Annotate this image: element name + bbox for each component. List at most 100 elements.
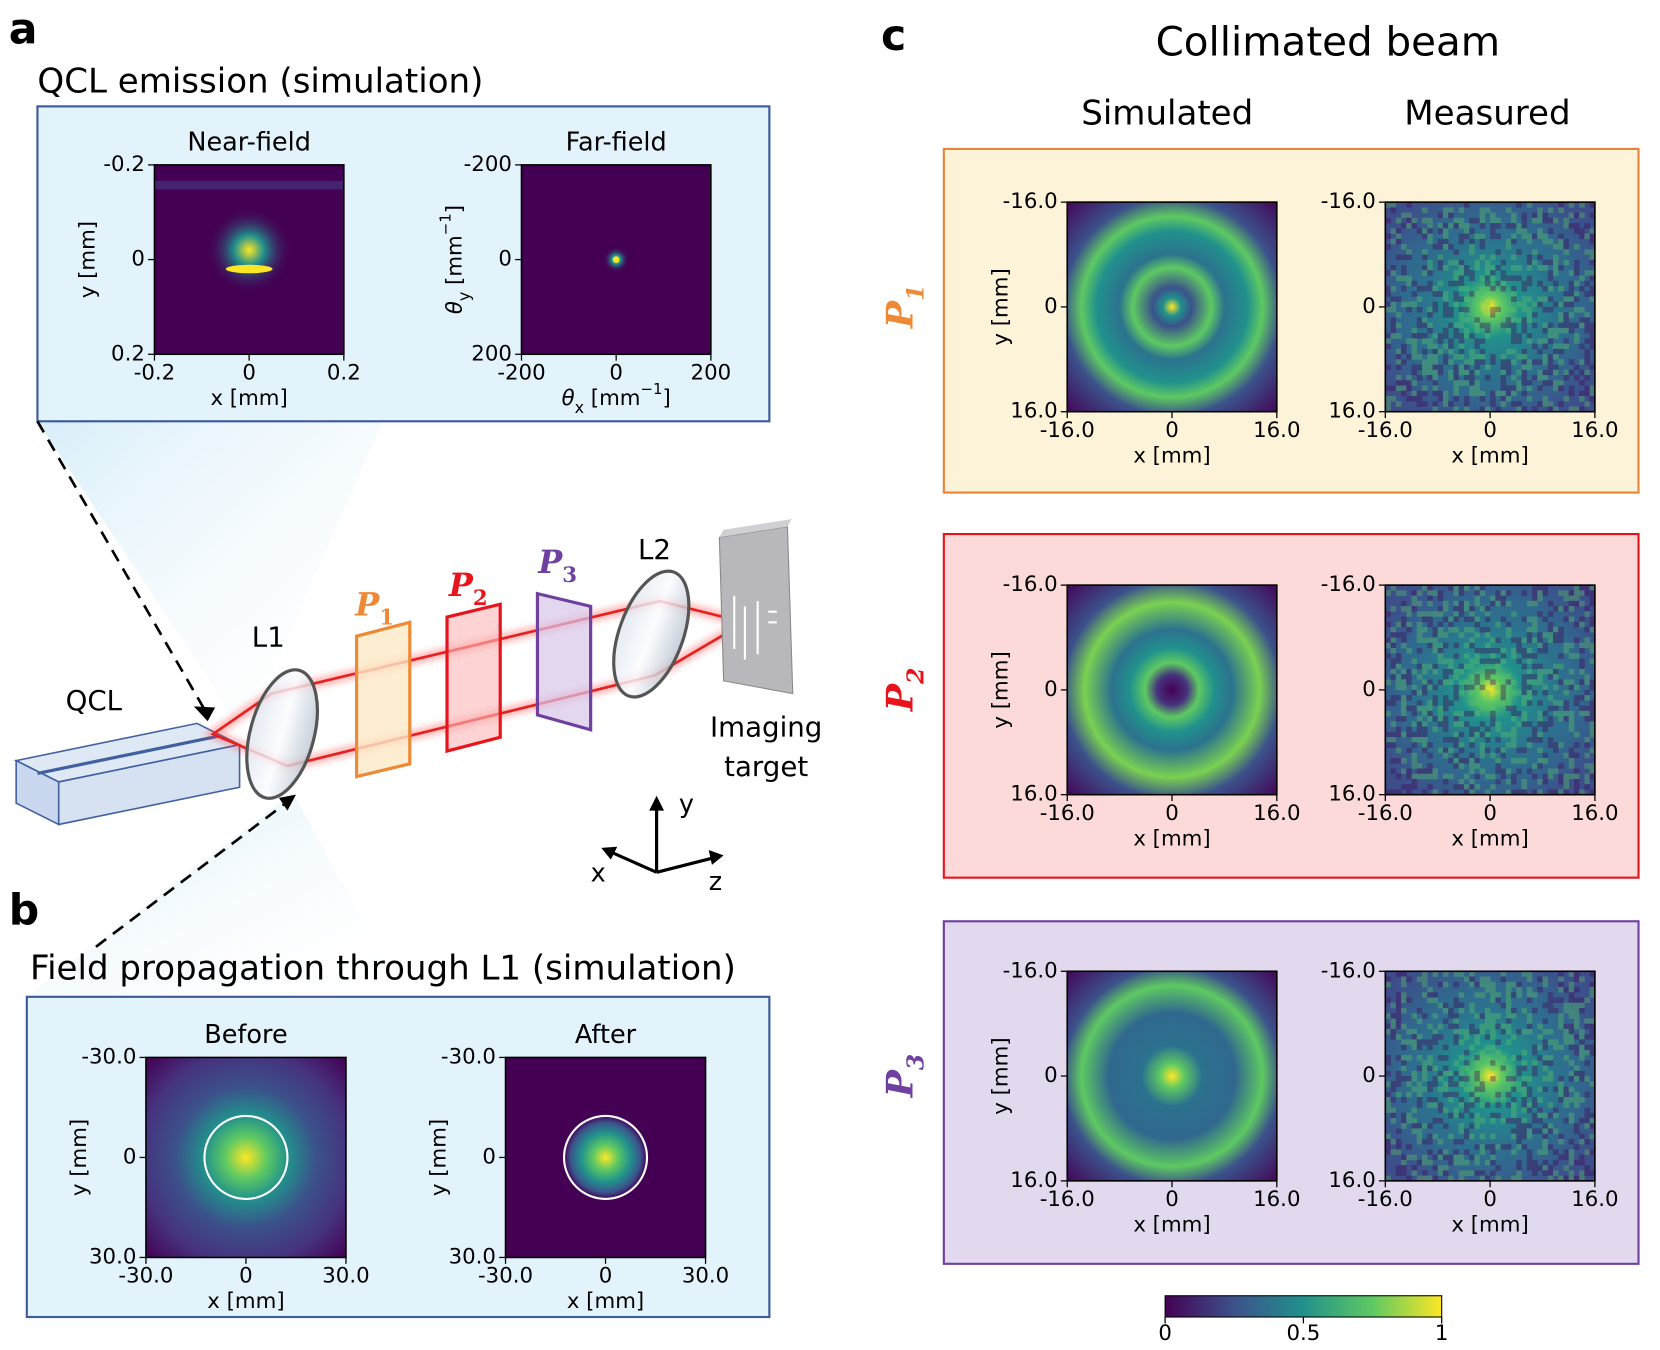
pixel (1516, 385, 1522, 392)
pixel (1584, 784, 1590, 790)
pixel (1505, 689, 1512, 696)
pixel (1432, 244, 1439, 250)
pixel (1537, 763, 1543, 769)
pixel (1401, 710, 1407, 717)
pixel (1563, 700, 1570, 706)
pixel (1537, 296, 1543, 302)
row-label: P1 (878, 285, 929, 329)
pixel (1484, 647, 1491, 654)
pixel (1469, 1123, 1475, 1129)
pixel (1552, 1086, 1559, 1093)
pixel (1432, 1175, 1439, 1182)
text-part: P (878, 299, 921, 329)
pixel (1547, 1102, 1554, 1108)
pixel (1526, 616, 1533, 623)
pixel (1490, 233, 1496, 240)
heatmap-spot (564, 1115, 648, 1199)
pixel (1490, 653, 1496, 659)
pixel (1395, 773, 1402, 780)
label-l1: L1 (252, 620, 285, 653)
pixel (1573, 1128, 1580, 1135)
pixel (1395, 1070, 1402, 1077)
pixel (1542, 1060, 1549, 1066)
pixel (1589, 658, 1596, 665)
pixel (1453, 395, 1459, 402)
pixel (1521, 1097, 1528, 1103)
pixel (1573, 1034, 1580, 1040)
pixel (1463, 333, 1470, 339)
pixel (1542, 1055, 1549, 1061)
pixel (1542, 354, 1549, 360)
pixel (1437, 1055, 1444, 1061)
y-tick-label: -200 (464, 152, 512, 177)
y-tick-label: 0 (131, 247, 145, 272)
pixel (1511, 238, 1517, 245)
pixel (1584, 752, 1590, 759)
pixel (1395, 590, 1402, 596)
pixel (1395, 238, 1402, 245)
pixel (1401, 992, 1407, 998)
pixel (1589, 763, 1596, 769)
pixel (1401, 270, 1407, 276)
x-axis-label: x [mm] (1451, 443, 1528, 468)
pixel (1537, 585, 1543, 591)
pixel (1521, 306, 1528, 313)
pixel (1484, 270, 1491, 276)
pixel (1474, 621, 1480, 628)
pixel (1406, 695, 1412, 701)
pixel (1416, 1034, 1423, 1040)
pixel (1432, 354, 1439, 360)
pixel (1495, 674, 1501, 680)
pixel (1442, 1154, 1449, 1161)
pixel (1484, 726, 1491, 733)
pixel (1500, 280, 1507, 287)
pixel (1401, 1154, 1407, 1161)
pixel (1421, 1070, 1428, 1077)
pixel (1537, 1055, 1543, 1061)
pixel (1505, 1117, 1512, 1124)
y-tick-label: 0.2 (111, 341, 145, 366)
pixel (1437, 647, 1444, 654)
pixel (1537, 1128, 1543, 1135)
pixel (1427, 705, 1433, 712)
pixel (1563, 395, 1570, 402)
pixel (1421, 207, 1428, 213)
pixel (1558, 716, 1564, 722)
pixel (1390, 1138, 1397, 1145)
pixel (1385, 653, 1391, 659)
x-axis-label: x [mm] (567, 1289, 644, 1314)
pixel (1427, 1149, 1433, 1155)
pixel (1432, 369, 1439, 376)
pixel (1453, 301, 1459, 308)
pixel (1401, 768, 1407, 775)
pixel (1427, 217, 1433, 224)
pixel (1395, 1023, 1402, 1030)
pixel (1584, 1076, 1590, 1082)
pixel (1532, 737, 1538, 743)
pixel (1401, 348, 1407, 355)
pixel (1474, 390, 1480, 397)
panel-label: a (9, 5, 38, 54)
pixel (1558, 380, 1564, 386)
pixel (1584, 1023, 1590, 1030)
imaging-target-edge (719, 519, 792, 538)
pixel (1437, 705, 1444, 712)
y-axis-label: y [mm] (76, 221, 101, 298)
pixel (1563, 338, 1570, 344)
pixel (1406, 789, 1412, 795)
pixel (1505, 1091, 1512, 1098)
pixel (1458, 784, 1465, 790)
pixel (1589, 731, 1596, 738)
pixel (1500, 653, 1507, 659)
pixel (1511, 1128, 1517, 1135)
pixel (1484, 627, 1491, 633)
pixel (1532, 689, 1538, 696)
pixel (1469, 658, 1475, 665)
pixel (1469, 228, 1475, 234)
pixel (1437, 333, 1444, 339)
pixel (1421, 731, 1428, 738)
pixel (1390, 285, 1397, 292)
pixel (1495, 647, 1501, 654)
pixel (1521, 296, 1528, 302)
pixel (1432, 971, 1439, 977)
